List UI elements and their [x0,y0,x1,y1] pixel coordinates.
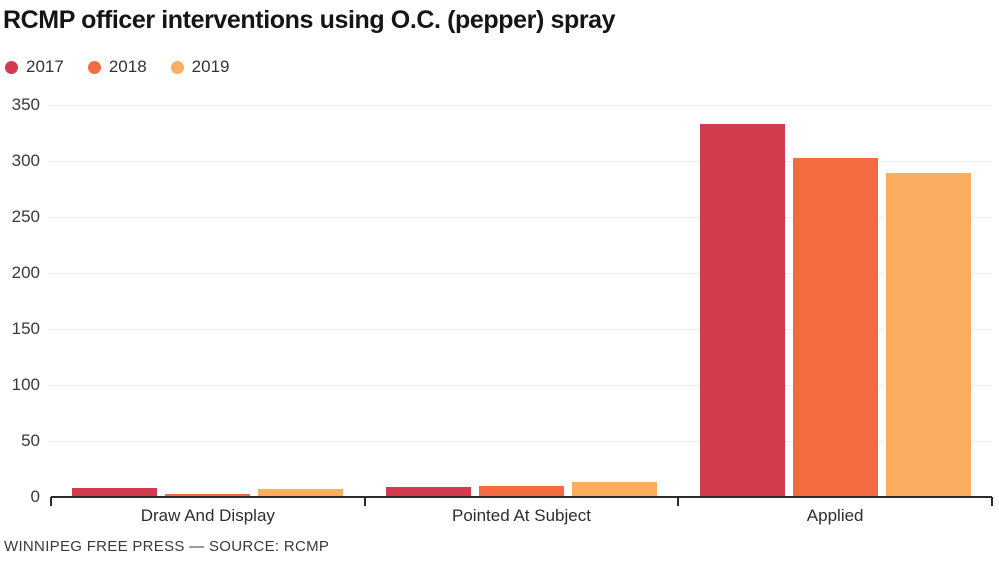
y-axis-tick-label: 100 [11,375,40,394]
source-credit: WINNIPEG FREE PRESS — SOURCE: RCMP [4,538,330,555]
legend-item-2017: 2017 [5,57,64,77]
bar-2018-applied [792,157,878,497]
y-axis-tick-label: 50 [21,431,40,450]
gridline-50 [48,440,992,442]
chart-legend: 2017 2018 2019 [5,57,229,77]
y-axis-tick-label: 200 [11,263,40,282]
gridline-300 [48,160,992,162]
legend-dot-2019 [170,60,184,74]
legend-item-2018: 2018 [87,57,147,77]
y-axis-tick-label: 250 [11,207,40,226]
x-axis-tick [677,497,680,506]
y-axis-tick-label: 300 [11,151,40,170]
legend-label: 2017 [26,57,64,76]
legend-label: 2018 [108,57,147,76]
bar-2019-applied [885,173,971,497]
gridline-100 [48,384,992,386]
x-axis-category-label: Pointed At Subject [452,506,591,525]
chart-title: RCMP officer interventions using O.C. (p… [3,6,616,34]
bar-2018-pointed-at-subject [479,485,564,497]
bar-2018-draw-and-display [165,493,251,497]
bar-2019-draw-and-display [258,489,344,497]
bar-2017-applied [699,124,785,497]
y-axis-tick-label: 350 [11,95,40,114]
x-axis-tick [363,497,366,506]
bar-2019-pointed-at-subject [572,482,657,497]
legend-label: 2019 [191,57,230,76]
gridline-350 [48,104,992,106]
x-axis-tick [50,497,52,506]
gridline-150 [48,328,992,330]
legend-dot-2018 [87,60,101,74]
x-axis-tick [991,497,993,506]
legend-item-2019: 2019 [170,57,230,77]
gridline-250 [48,216,992,218]
bar-2017-pointed-at-subject [386,486,471,497]
y-axis-tick-label: 0 [30,487,40,506]
x-axis-category-label: Applied [806,506,864,525]
gridline-200 [48,272,992,274]
y-axis-tick-label: 150 [11,319,40,338]
x-axis-category-label: Draw And Display [140,506,275,525]
bar-2017-draw-and-display [72,488,158,497]
legend-dot-2017 [5,60,18,74]
x-axis-line [51,496,992,498]
